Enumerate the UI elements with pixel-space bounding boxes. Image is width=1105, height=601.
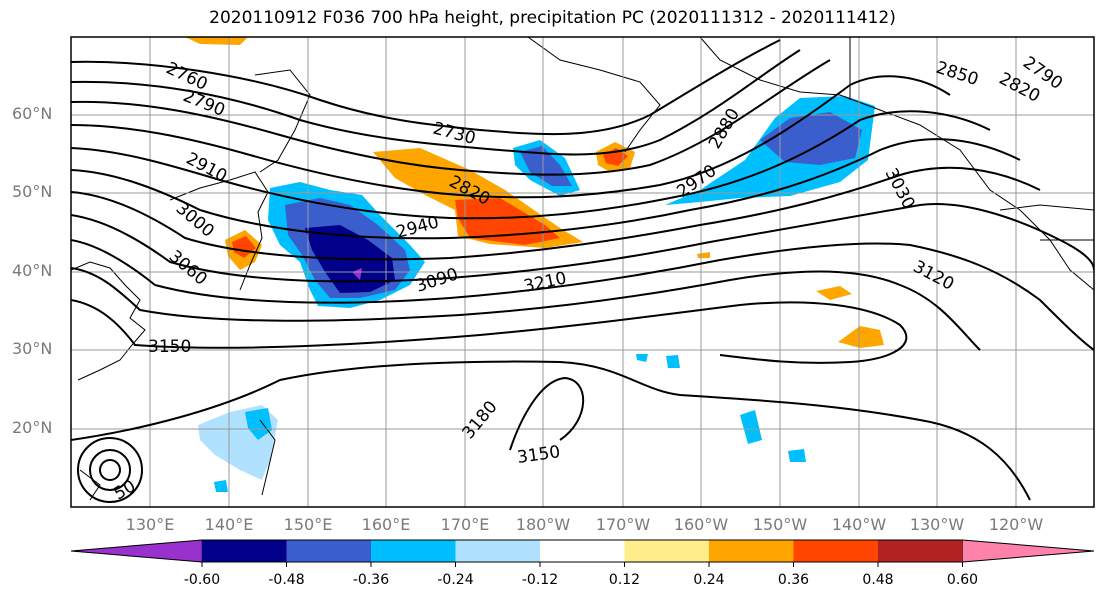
coastline	[79, 469, 101, 501]
anomaly-negative	[636, 354, 648, 362]
contour-label: 3120	[910, 257, 958, 295]
colorbar-segment	[70, 539, 203, 563]
contour-label: 3150	[148, 337, 191, 357]
contour-line	[71, 239, 1094, 351]
colorbar-tick-label: 0.48	[862, 572, 894, 588]
lon-label: 170°W	[595, 515, 651, 534]
contour-label: 3090	[413, 264, 460, 296]
contour-line	[71, 138, 1021, 240]
lon-label: 170°E	[440, 515, 490, 534]
contour-label: 3060	[165, 247, 211, 290]
lat-label: 30°N	[12, 339, 53, 358]
anomaly-negative	[760, 112, 862, 165]
contour-line	[71, 299, 908, 364]
map-title: 2020110912 F036 700 hPa height, precipit…	[209, 8, 896, 28]
colorbar-tick-label: 0.24	[693, 572, 725, 588]
colorbar-segment	[624, 540, 709, 562]
colorbar-segment	[540, 540, 625, 562]
cyclone-contour	[77, 437, 143, 503]
contour-line	[71, 49, 801, 156]
contour-label: 3000	[172, 199, 218, 242]
contour-line	[71, 59, 831, 176]
contour-label: 2880	[705, 105, 744, 152]
height-contours	[71, 37, 1094, 503]
lon-label: 180°W	[515, 515, 571, 534]
contour-line	[71, 360, 1031, 501]
anomaly-negative	[740, 410, 762, 444]
contour-label: 3150	[516, 442, 562, 468]
contour-line	[71, 39, 781, 136]
coastline	[999, 204, 1094, 211]
colorbar-segment	[286, 540, 371, 562]
anomaly-positive	[185, 37, 248, 45]
anomaly-negative	[666, 355, 680, 368]
colorbar-tick-label: 0.60	[946, 572, 979, 588]
colorbar-segment	[709, 540, 794, 562]
graticule	[71, 37, 1094, 507]
coastline	[527, 37, 661, 153]
lat-label: 20°N	[12, 418, 53, 437]
cyclone-contour	[99, 459, 121, 481]
anomaly-positive	[838, 326, 884, 348]
coastline	[259, 419, 276, 496]
lon-label: 130°E	[125, 515, 175, 534]
lon-label: 160°E	[361, 515, 411, 534]
coastline	[71, 261, 146, 381]
lon-label: 130°W	[909, 515, 965, 534]
lon-label: 150°E	[283, 515, 333, 534]
colorbar-tick-label: 0.36	[777, 572, 810, 588]
contour-label: 50	[111, 476, 140, 504]
contour-line	[509, 376, 585, 451]
contour-label: 3210	[522, 268, 568, 297]
colorbar-tick-label: -0.48	[268, 572, 305, 588]
colorbar-tick-label: 0.12	[608, 572, 641, 588]
lon-label: 160°W	[673, 515, 729, 534]
lat-label: 50°N	[12, 182, 53, 201]
colorbar-segment	[455, 540, 540, 562]
contour-line	[71, 166, 1041, 261]
lon-label: 150°W	[752, 515, 808, 534]
contour-label: 2910	[183, 149, 231, 187]
colorbar-segment	[202, 540, 287, 562]
anomaly-negative	[214, 480, 228, 492]
colorbar-segment	[962, 539, 1095, 563]
lat-label: 40°N	[12, 261, 53, 280]
precip-shading	[185, 37, 884, 492]
contour-line	[71, 110, 991, 220]
anomaly-positive	[816, 286, 852, 300]
anomaly-negative	[245, 408, 272, 440]
colorbar-tick-label: -0.36	[352, 572, 390, 588]
lat-label: 60°N	[12, 104, 53, 123]
anomaly-negative	[352, 268, 362, 280]
contour-line	[71, 203, 1094, 283]
colorbar-segment	[793, 540, 878, 562]
contour-line	[71, 267, 981, 351]
map-frame	[70, 36, 1095, 508]
lon-label: 140°W	[831, 515, 887, 534]
colorbar	[70, 539, 1095, 567]
anomaly-negative	[788, 449, 806, 462]
anomaly-negative	[520, 146, 572, 186]
contour-label: 2850	[933, 58, 980, 90]
anomaly-positive	[697, 252, 710, 258]
lon-label: 120°W	[988, 515, 1044, 534]
colorbar-tick-label: -0.24	[437, 572, 474, 588]
colorbar-tick-label: -0.12	[521, 572, 559, 588]
colorbar-segment	[878, 540, 963, 562]
lon-label: 140°E	[204, 515, 254, 534]
colorbar-segment	[371, 540, 456, 562]
cyclone-contour	[89, 449, 131, 491]
colorbar-tick-label: -0.60	[183, 572, 221, 588]
